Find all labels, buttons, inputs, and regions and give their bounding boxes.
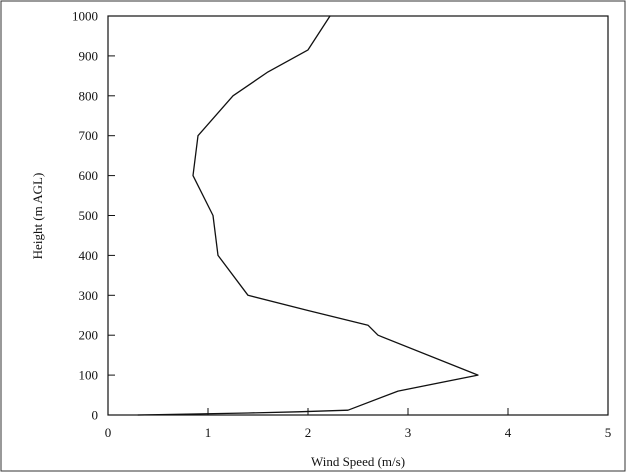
x-tick-label: 2 — [305, 425, 312, 440]
y-tick-label: 600 — [79, 168, 99, 183]
y-tick-label: 0 — [92, 408, 99, 423]
x-tick-label: 1 — [205, 425, 212, 440]
series-group — [137, 15, 479, 416]
x-axis-title: Wind Speed (m/s) — [311, 454, 405, 469]
y-tick-label: 700 — [79, 128, 99, 143]
wind-speed-profile-line — [137, 15, 479, 416]
x-tick-label: 0 — [105, 425, 112, 440]
y-tick-label: 200 — [79, 328, 99, 343]
y-tick-label: 300 — [79, 288, 99, 303]
x-axis-ticks: 0 1 2 3 4 5 — [105, 408, 612, 440]
y-axis-ticks: 0 100 200 300 400 500 600 700 800 900 1000 — [72, 9, 115, 423]
y-tick-label: 100 — [79, 368, 99, 383]
y-tick-label: 400 — [79, 248, 99, 263]
x-tick-label: 4 — [505, 425, 512, 440]
y-tick-label: 1000 — [72, 9, 98, 24]
y-tick-label: 900 — [79, 48, 99, 63]
plot-area-frame — [107, 15, 609, 416]
x-tick-label: 5 — [605, 425, 612, 440]
y-tick-label: 800 — [79, 88, 99, 103]
x-tick-label: 3 — [405, 425, 412, 440]
y-axis-title: Height (m AGL) — [30, 173, 45, 260]
y-tick-label: 500 — [79, 208, 99, 223]
